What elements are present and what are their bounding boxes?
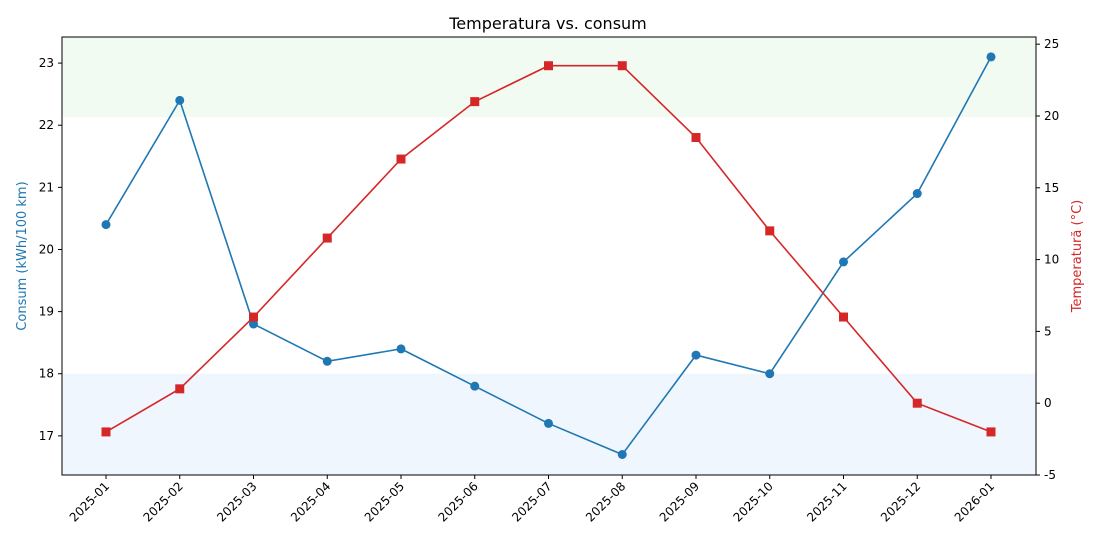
y-right-tick-label: 0 [1044, 396, 1052, 410]
data-point-consum [986, 52, 996, 62]
x-tick-label: 2026-01 [952, 479, 997, 524]
data-point-temperatura [765, 226, 775, 236]
x-tick-label: 2025-11 [804, 479, 849, 524]
data-point-temperatura [617, 61, 627, 71]
data-point-consum [765, 369, 775, 379]
data-point-consum [322, 356, 332, 366]
y-axis-right-label: Temperatură (°C) [1070, 200, 1085, 313]
data-point-consum [396, 344, 406, 354]
data-point-temperatura [839, 312, 848, 322]
y-left-tick-label: 19 [39, 305, 54, 319]
x-tick-label: 2025-08 [583, 479, 628, 524]
x-tick-label: 2025-06 [436, 479, 481, 524]
y-left-tick-label: 23 [39, 56, 54, 70]
x-tick-label: 2025-05 [362, 479, 407, 524]
y-axis-left: 17 18 19 20 21 22 23 [39, 56, 62, 443]
x-tick-label: 2025-02 [141, 479, 186, 524]
y-right-tick-label: 15 [1044, 181, 1059, 195]
y-right-tick-label: 5 [1044, 324, 1052, 338]
y-left-tick-label: 22 [39, 118, 54, 132]
x-tick-label: 2025-09 [657, 479, 702, 524]
series-consum [101, 52, 996, 459]
data-point-temperatura [101, 427, 111, 437]
data-point-temperatura [396, 154, 406, 164]
data-point-temperatura [249, 312, 258, 322]
x-tick-label: 2025-01 [67, 479, 112, 524]
x-tick-label: 2025-03 [214, 479, 259, 524]
data-point-temperatura [986, 427, 996, 437]
y-right-tick-label: 20 [1044, 109, 1059, 123]
data-point-consum [912, 189, 922, 199]
data-point-consum [101, 220, 111, 230]
y-right-tick-label: -5 [1044, 468, 1056, 482]
y-left-tick-label: 17 [39, 429, 54, 443]
series-temperatura [101, 61, 996, 437]
y-left-tick-label: 20 [39, 242, 54, 256]
x-tick-label: 2025-10 [731, 479, 776, 524]
x-tick-label: 2025-04 [288, 479, 333, 524]
chart-title: Temperatura vs. consum [448, 14, 647, 33]
data-point-temperatura [322, 233, 332, 243]
y-right-tick-label: 10 [1044, 253, 1059, 267]
data-point-consum [544, 418, 553, 428]
data-point-consum [691, 350, 701, 360]
data-point-consum [839, 257, 848, 267]
data-point-temperatura [175, 384, 185, 394]
y-left-tick-label: 21 [39, 180, 54, 194]
band-0 [62, 37, 1036, 118]
y-left-tick-label: 18 [39, 367, 54, 381]
background-bands [62, 37, 1036, 475]
data-point-consum [470, 381, 480, 391]
x-tick-label: 2025-12 [878, 479, 923, 524]
data-point-temperatura [544, 61, 553, 71]
y-axis-left-label: Consum (kWh/100 km) [15, 181, 30, 330]
data-point-consum [617, 449, 627, 459]
y-right-tick-label: 25 [1044, 37, 1059, 51]
x-tick-label: 2025-07 [509, 479, 554, 524]
data-point-temperatura [912, 398, 922, 408]
data-point-temperatura [691, 133, 701, 143]
data-point-temperatura [470, 97, 480, 107]
x-axis: 2025-01 2025-02 2025-03 2025-04 2025-05 2025-… [67, 475, 997, 525]
data-point-consum [249, 319, 258, 329]
data-point-consum [175, 95, 185, 105]
y-axis-right: -5 0 5 10 15 20 25 [1036, 37, 1059, 482]
